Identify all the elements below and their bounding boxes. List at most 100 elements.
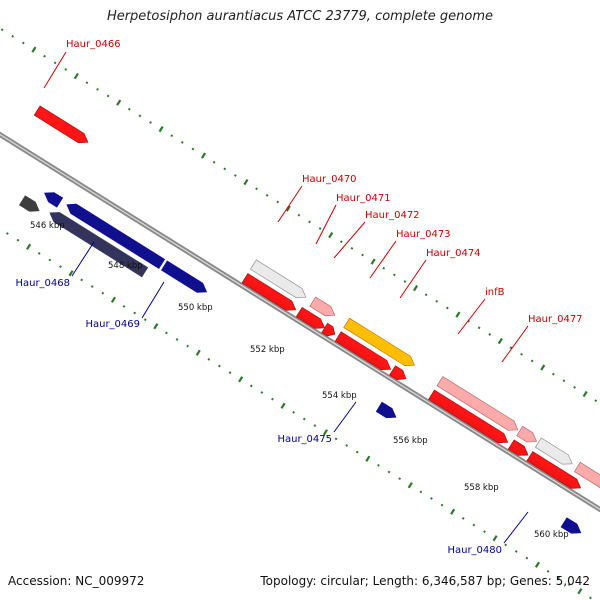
tick-mark-outer bbox=[31, 46, 37, 53]
gene-label-haur-0474[interactable]: Haur_0474 bbox=[426, 248, 481, 259]
gene-label-leader bbox=[457, 298, 486, 335]
gene-haur-0477-red[interactable] bbox=[526, 451, 582, 489]
backbone-highlight bbox=[0, 133, 600, 511]
gene-red-small[interactable] bbox=[507, 439, 529, 456]
gene-haur-0469[interactable] bbox=[66, 203, 166, 270]
tick-mark-inner bbox=[557, 576, 561, 580]
gene-label-haur-0468[interactable]: Haur_0468 bbox=[15, 278, 70, 289]
tick-mark-outer bbox=[424, 293, 428, 297]
tick-mark-inner bbox=[165, 331, 168, 335]
gene-label-haur-0466[interactable]: Haur_0466 bbox=[66, 39, 121, 50]
tick-mark-outer bbox=[191, 147, 195, 151]
tick-mark-inner bbox=[504, 543, 508, 547]
gene-pink-small[interactable] bbox=[516, 425, 538, 443]
gene-label-leader bbox=[277, 185, 303, 223]
gene-haur-0474-red[interactable] bbox=[334, 331, 392, 371]
tick-mark-outer bbox=[149, 121, 152, 124]
tick-mark-inner bbox=[419, 490, 423, 494]
tick-mark-inner bbox=[37, 252, 41, 255]
tick-mark-inner bbox=[207, 357, 211, 361]
gene-haur-0471[interactable] bbox=[309, 296, 336, 317]
gene-label-haur-0473[interactable]: Haur_0473 bbox=[396, 229, 451, 240]
gene-infb[interactable] bbox=[436, 376, 519, 431]
tick-mark-inner bbox=[345, 444, 349, 447]
tick-mark-outer bbox=[0, 28, 4, 32]
tick-mark-outer bbox=[455, 311, 461, 318]
kbp-label: 548 kbp bbox=[108, 261, 143, 271]
gene-haur-0471-red[interactable] bbox=[295, 306, 326, 329]
gene-haur-0473[interactable] bbox=[343, 317, 415, 367]
tick-mark-inner bbox=[365, 455, 371, 462]
tick-mark-outer bbox=[509, 346, 513, 350]
tick-mark-inner bbox=[546, 569, 550, 573]
kbp-label: 558 kbp bbox=[464, 483, 499, 493]
gene-haur-0470[interactable] bbox=[249, 259, 307, 299]
tick-mark-outer bbox=[540, 364, 546, 371]
gene-label-leader bbox=[503, 511, 529, 544]
kbp-label: 552 kbp bbox=[250, 345, 285, 355]
gene-label-infb[interactable]: infB bbox=[485, 287, 505, 298]
tick-mark-outer bbox=[158, 125, 164, 133]
tick-mark-inner bbox=[334, 437, 338, 441]
gene-infb-red[interactable] bbox=[428, 389, 509, 444]
tick-mark-inner bbox=[175, 338, 179, 341]
gene-label-haur-0469[interactable]: Haur_0469 bbox=[85, 319, 140, 330]
gene-haur-0470-red[interactable] bbox=[241, 273, 297, 311]
gene-blue-small[interactable] bbox=[44, 192, 64, 208]
tick-mark-outer bbox=[370, 258, 376, 265]
gene-haur-0468[interactable] bbox=[49, 212, 149, 278]
tick-mark-outer bbox=[339, 240, 343, 244]
tick-mark-outer bbox=[285, 205, 291, 212]
tick-mark-inner bbox=[589, 596, 592, 600]
tick-mark-inner bbox=[577, 588, 583, 595]
gene-label-haur-0477[interactable]: Haur_0477 bbox=[528, 314, 583, 325]
gene-label-haur-0472[interactable]: Haur_0472 bbox=[365, 210, 420, 221]
tick-mark-outer bbox=[530, 359, 534, 363]
gene-gray-block[interactable] bbox=[534, 437, 573, 465]
tick-mark-inner bbox=[249, 384, 253, 388]
tick-mark-outer bbox=[223, 167, 227, 171]
tick-mark-inner bbox=[110, 296, 116, 303]
gene-blue-block[interactable] bbox=[160, 260, 208, 293]
tick-mark-outer bbox=[255, 187, 258, 191]
tick-mark-inner bbox=[90, 285, 94, 288]
tick-mark-outer bbox=[435, 299, 439, 303]
tick-mark-outer bbox=[382, 266, 386, 270]
tick-mark-inner bbox=[355, 450, 359, 454]
tick-mark-outer bbox=[297, 213, 301, 217]
tick-mark-inner bbox=[260, 391, 264, 394]
tick-mark-inner bbox=[6, 232, 9, 235]
tick-mark-outer bbox=[413, 284, 419, 292]
tick-mark-inner bbox=[525, 556, 529, 560]
kbp-label: 560 kbp bbox=[534, 530, 569, 540]
gene-haur-0475[interactable] bbox=[375, 401, 397, 419]
tick-mark-outer bbox=[243, 178, 249, 186]
tick-mark-inner bbox=[195, 349, 201, 356]
gene-label-haur-0475[interactable]: Haur_0475 bbox=[277, 434, 332, 445]
gene-label-leader bbox=[333, 401, 357, 433]
tick-mark-outer bbox=[582, 390, 588, 398]
tick-mark-inner bbox=[534, 561, 540, 568]
gene-haur-0466[interactable] bbox=[33, 105, 89, 144]
gene-label-haur-0471[interactable]: Haur_0471 bbox=[336, 193, 391, 204]
gene-haur-0474-tip[interactable] bbox=[389, 365, 407, 381]
tick-mark-outer bbox=[233, 174, 237, 177]
tick-mark-outer bbox=[497, 337, 503, 345]
gene-haur-0467-small[interactable] bbox=[18, 195, 40, 212]
tick-mark-outer bbox=[43, 54, 46, 58]
tick-mark-inner bbox=[483, 530, 486, 533]
tick-mark-outer bbox=[170, 134, 174, 138]
tick-mark-outer bbox=[106, 94, 110, 98]
tick-mark-inner bbox=[313, 424, 317, 427]
gene-haur-0472[interactable] bbox=[321, 322, 336, 337]
tick-mark-inner bbox=[48, 258, 52, 262]
tick-mark-outer bbox=[64, 68, 68, 71]
gene-label-leader bbox=[43, 51, 67, 89]
tick-mark-inner bbox=[59, 265, 62, 269]
gene-haur-0480[interactable] bbox=[560, 517, 582, 534]
tick-mark-inner bbox=[80, 278, 84, 282]
tick-mark-inner bbox=[387, 470, 391, 474]
gene-label-haur-0480[interactable]: Haur_0480 bbox=[447, 545, 502, 556]
gene-haur-0477[interactable] bbox=[573, 461, 600, 492]
gene-label-haur-0470[interactable]: Haur_0470 bbox=[302, 174, 357, 185]
